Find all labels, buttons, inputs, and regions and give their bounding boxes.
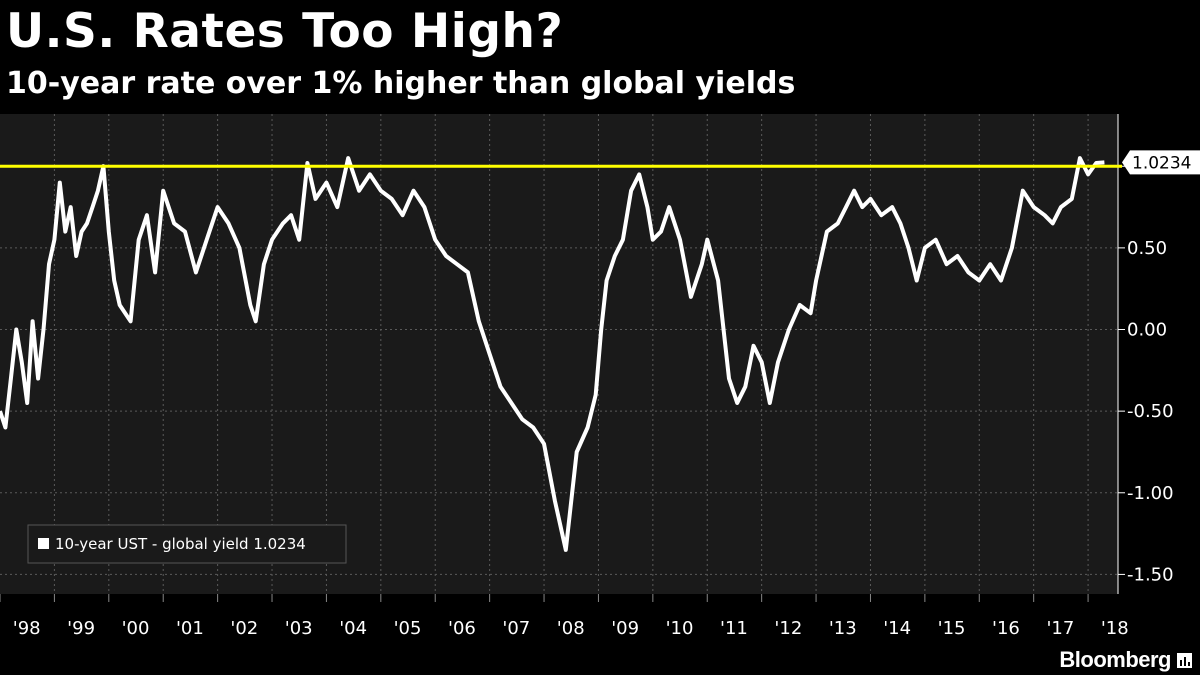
x-tick-label: '15: [938, 618, 966, 639]
x-tick-label: '99: [67, 618, 95, 639]
y-tick-label: -1.50: [1127, 564, 1174, 585]
x-tick-label: '18: [1101, 618, 1129, 639]
x-tick-label: '98: [13, 618, 41, 639]
legend-box: [27, 524, 347, 564]
y-tick-label: 0.00: [1127, 320, 1167, 341]
last-value-tag-shape: [1122, 150, 1200, 175]
y-tick-label: 0.50: [1127, 238, 1167, 259]
legend: 10-year UST - global yield 1.0234: [27, 524, 347, 564]
x-axis: '98 '99 '00 '01 '02 '03 '04 '05 '06 '07 '08 '09 '10 '…: [0, 594, 1129, 639]
x-tick-label: '00: [122, 618, 150, 639]
x-tick-label: '12: [774, 618, 802, 639]
x-tick-label: '04: [339, 618, 367, 639]
x-tick-label: '09: [611, 618, 639, 639]
x-tick-label: '13: [829, 618, 857, 639]
x-tick-label: '03: [285, 618, 313, 639]
brand: Bloomberg: [1059, 647, 1192, 673]
chart-title: U.S. Rates Too High?: [6, 4, 564, 59]
chart-subtitle: 10-year rate over 1% higher than global …: [6, 66, 796, 101]
x-tick-label: '07: [502, 618, 530, 639]
last-value-tag: 1.0234: [1122, 150, 1200, 175]
brand-name: Bloomberg: [1059, 647, 1171, 672]
series-line: [0, 156, 1105, 552]
x-tick-label: '02: [230, 618, 258, 639]
y-axis: -1.50 -1.00 -0.50 0.00 0.50: [1118, 165, 1174, 585]
x-tick-label: '06: [448, 618, 476, 639]
x-tick-label: '16: [992, 618, 1020, 639]
x-tick-label: '08: [557, 618, 585, 639]
x-tick-label: '11: [720, 618, 748, 639]
x-tick-label: '10: [666, 618, 694, 639]
x-tick-label: '01: [176, 618, 204, 639]
x-tick-label: '14: [883, 618, 911, 639]
y-tick-label: -0.50: [1127, 401, 1174, 422]
bar-chart-icon: [1177, 652, 1192, 668]
legend-swatch: [38, 538, 49, 549]
x-tick-label: '05: [394, 618, 422, 639]
x-tick-label: '17: [1046, 618, 1074, 639]
y-tick-label: -1.00: [1127, 483, 1174, 504]
legend-label: 10-year UST - global yield 1.0234: [55, 535, 306, 553]
last-value-label: 1.0234: [1132, 153, 1191, 173]
